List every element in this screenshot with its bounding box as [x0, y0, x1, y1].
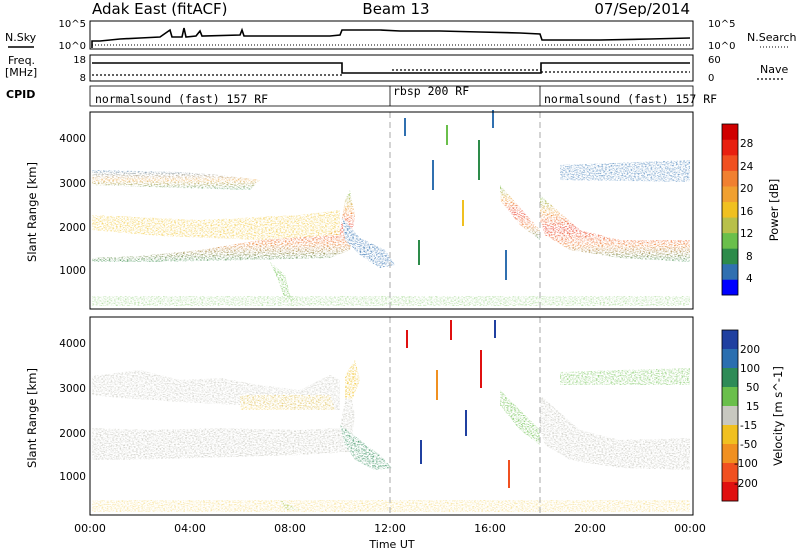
power-ytick-4000: 4000: [59, 133, 86, 145]
power-colorbar-segment-7: [722, 170, 738, 187]
nave-trace: [92, 69, 690, 76]
velocity-colorbar-segment-7: [722, 463, 738, 483]
noise-sky-trace: [91, 27, 691, 48]
velocity-colorbar-segment-3: [722, 387, 738, 407]
power-colorbar-segment-3: [722, 232, 738, 249]
power-cbar-tick-16: 16: [740, 206, 754, 218]
power-echo-field: [92, 160, 690, 306]
power-cbar-label: Power [dB]: [767, 179, 781, 242]
power-colorbar-segment-6: [722, 186, 738, 203]
xtick-1200: 12:00: [374, 522, 406, 535]
velocity-ytick-2000: 2000: [59, 428, 86, 440]
power-ytick-2000: 2000: [59, 222, 86, 234]
noise-tick-left-bottom: 10^0: [59, 41, 86, 52]
power-ylabel: Slant Range [km]: [25, 162, 39, 262]
velocity-ytick-1000: 1000: [59, 471, 86, 483]
cpid-segment-2: rbsp 200 RF: [393, 84, 469, 98]
vel-cbar-tick-50: 50: [746, 382, 759, 394]
freq-label: Freq.: [8, 54, 35, 67]
velocity-ytick-4000: 4000: [59, 338, 86, 350]
nave-label: Nave: [760, 63, 788, 76]
cpid-segment-1: normalsound (fast) 157 RF: [95, 92, 268, 106]
vel-cbar-tick-neg50: -50: [740, 439, 757, 451]
cpid-strip: normalsound (fast) 157 RF rbsp 200 RF no…: [89, 84, 717, 107]
freq-tick-right-top: 60: [708, 55, 721, 66]
x-axis: 00:00 04:00 08:00 12:00 16:00 20:00 00:0…: [74, 522, 706, 551]
power-colorbar-segment-8: [722, 155, 738, 171]
frequency-trace: [92, 62, 690, 74]
station-title: Adak East (fitACF): [92, 0, 227, 18]
power-cbar-tick-28: 28: [740, 138, 753, 150]
noise-panel: 10^5 10^0 10^5 10^0: [59, 19, 736, 52]
power-cbar-tick-8: 8: [746, 251, 753, 263]
xtick-2000: 20:00: [574, 522, 606, 535]
power-colorbar-segment-5: [722, 201, 738, 218]
xtick-0800: 08:00: [274, 522, 306, 535]
power-ytick-3000: 3000: [59, 178, 86, 190]
power-colorbar-segment-1: [722, 263, 738, 280]
freq-tick-right-bottom: 0: [708, 73, 714, 84]
vel-cbar-tick-100: 100: [740, 363, 760, 375]
velocity-ytick-3000: 3000: [59, 383, 86, 395]
vel-cbar-tick-neg200: -200: [734, 478, 758, 490]
power-cbar-tick-20: 20: [740, 183, 753, 195]
power-colorbar-segment-2: [722, 248, 738, 265]
velocity-ylabel: Slant Range [km]: [25, 368, 39, 468]
cpid-label: CPID: [6, 88, 35, 101]
vel-cbar-tick-neg15: -15: [740, 420, 757, 432]
noise-tick-left-top: 10^5: [59, 19, 86, 30]
velocity-colorbar-segment-2: [722, 368, 738, 388]
power-colorbar-segment-9: [722, 139, 738, 156]
date-title: 07/Sep/2014: [594, 0, 690, 18]
freq-unit-label: [MHz]: [5, 66, 37, 79]
velocity-colorbar-segment-5: [722, 425, 738, 445]
xtick-0000: 00:00: [74, 522, 106, 535]
cpid-segment-3: normalsound (fast) 157 RF: [544, 92, 717, 106]
frequency-panel: 18 8 60 0: [73, 54, 721, 84]
velocity-colorbar-segment-6: [722, 444, 738, 464]
power-colorbar: 4 8 12 16 20 24 28 Power [dB]: [721, 123, 781, 296]
xtick-0400: 04:00: [174, 522, 206, 535]
velocity-colorbar-segment-8: [722, 482, 738, 502]
vel-cbar-tick-neg100: -100: [734, 458, 758, 470]
power-colorbar-segment-0: [722, 279, 738, 296]
velocity-sparse-echoes: [406, 320, 510, 488]
power-ytick-1000: 1000: [59, 265, 86, 277]
power-cbar-tick-4: 4: [746, 273, 753, 285]
velocity-colorbar: 200 100 50 15 -15 -50 -100 -200 Velocity…: [721, 329, 785, 502]
velocity-colorbar-segment-1: [722, 349, 738, 369]
velocity-colorbar-segment-4: [722, 406, 738, 426]
velocity-cbar-label: Velocity [m s^-1]: [771, 366, 785, 466]
power-cbar-tick-24: 24: [740, 161, 754, 173]
velocity-colorbar-segment-0: [722, 330, 738, 350]
xtick-2400: 00:00: [674, 522, 706, 535]
freq-tick-left-top: 18: [73, 55, 86, 66]
power-cbar-tick-12: 12: [740, 228, 753, 240]
xtick-1600: 16:00: [474, 522, 506, 535]
noise-tick-right-bottom: 10^0: [708, 41, 735, 52]
power-colorbar-segment-4: [722, 217, 738, 234]
power-colorbar-segment-10: [722, 124, 738, 140]
velocity-panel: 1000 2000 3000 4000 Slant Range [km]: [25, 316, 694, 516]
noise-tick-right-top: 10^5: [708, 19, 735, 30]
vel-cbar-tick-200: 200: [740, 344, 760, 356]
beam-title: Beam 13: [362, 0, 429, 18]
power-panel: 1000 2000 3000 4000 Slant Range [km]: [25, 110, 694, 310]
nsky-label: N.Sky: [5, 31, 37, 44]
vel-cbar-tick-15: 15: [746, 401, 759, 413]
x-axis-label: Time UT: [368, 538, 414, 551]
nsearch-label: N.Search: [747, 31, 797, 44]
freq-tick-left-bottom: 8: [80, 73, 86, 84]
power-sparse-echoes: [404, 110, 507, 280]
